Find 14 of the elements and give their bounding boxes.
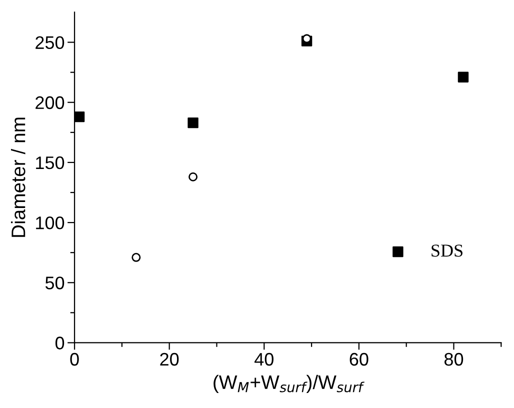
x-tick-label: 60: [350, 352, 368, 366]
y-tick-label: 0: [55, 336, 64, 350]
y-tick-label: 250: [36, 36, 64, 50]
x-tick-label: 0: [70, 352, 79, 366]
x-tick-label: 20: [160, 352, 179, 366]
y-tick-label: 200: [36, 96, 64, 110]
x-tick-label: 40: [254, 352, 274, 366]
y-tick-label: 100: [36, 216, 64, 230]
x-tick-label: 80: [444, 352, 464, 366]
y-axis-title: Diameter / nm: [11, 118, 26, 237]
y-tick-label: 150: [36, 156, 64, 170]
y-tick-label: 50: [45, 276, 64, 290]
legend-label: SDS: [432, 244, 462, 257]
x-axis-title: (W$_{M}$+W$_{surf}$)/W$_{surf}$: [214, 374, 364, 393]
